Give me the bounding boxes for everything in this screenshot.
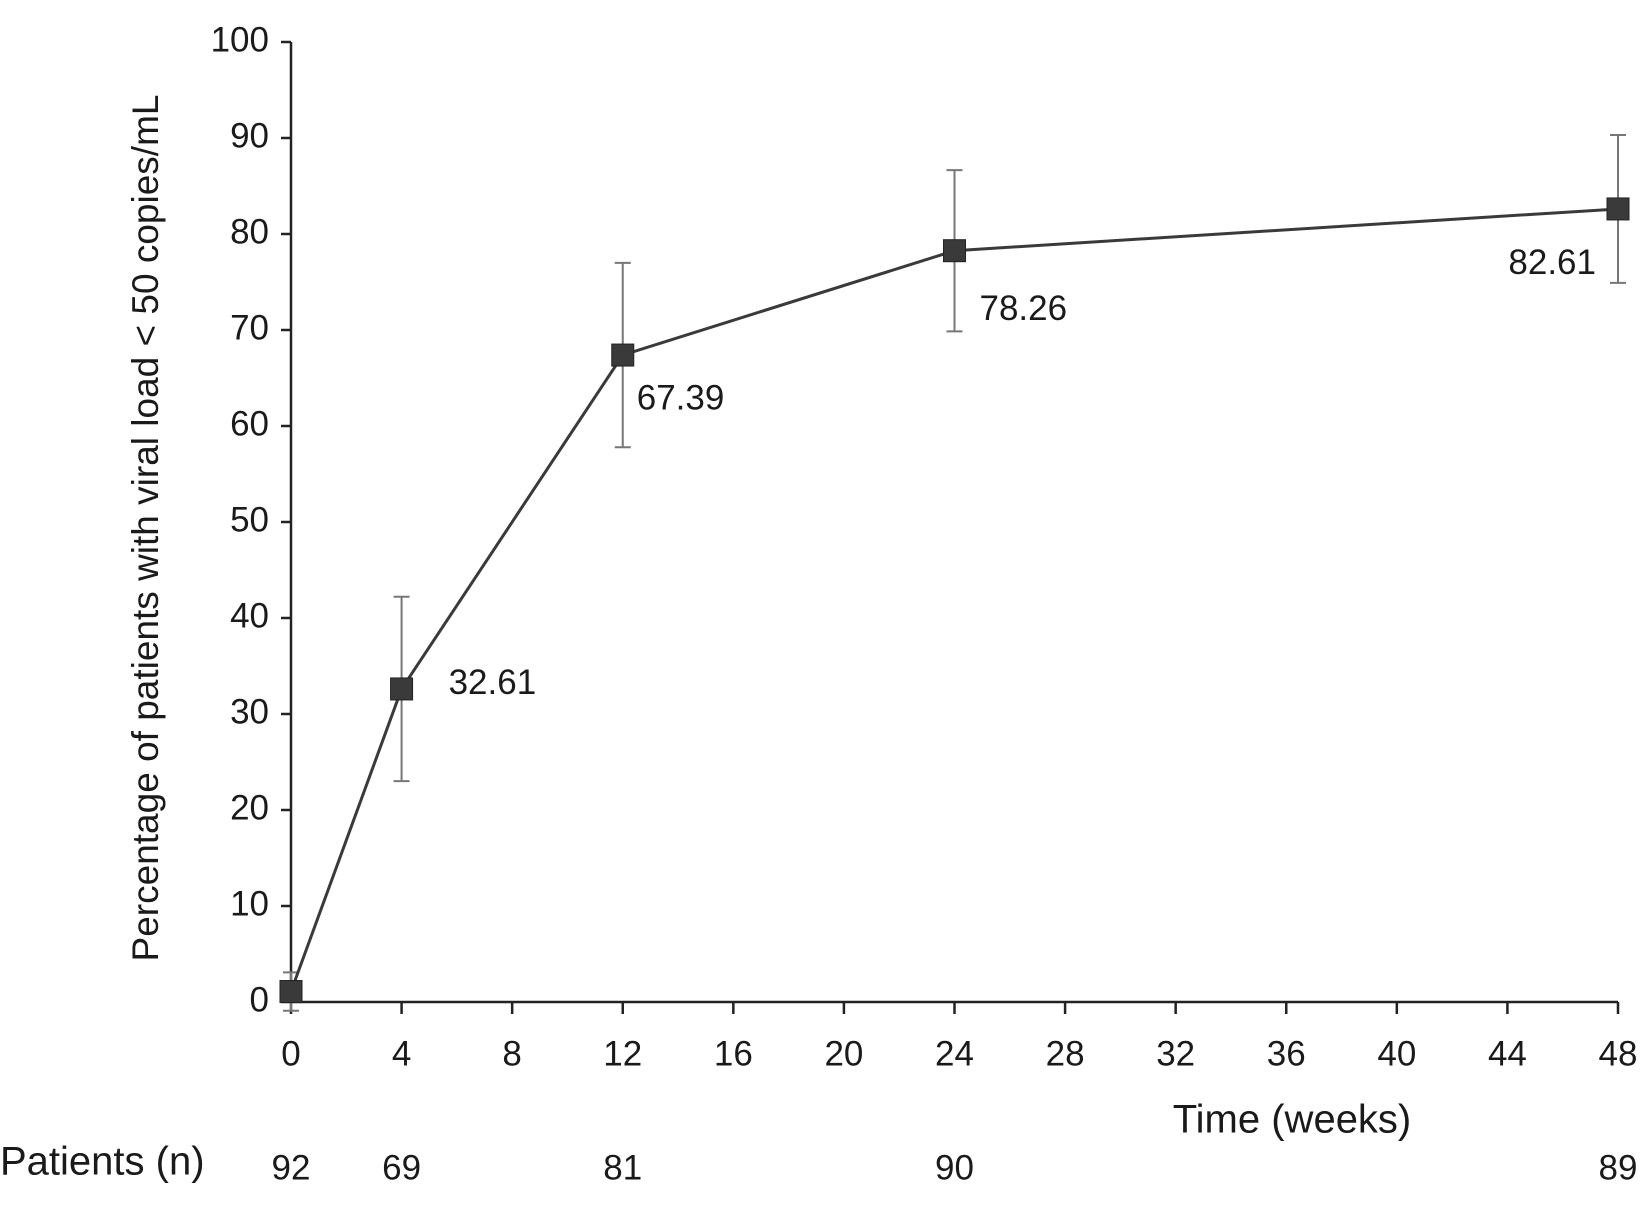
y-tick-label: 0	[250, 980, 269, 1019]
y-tick-label: 90	[230, 116, 269, 155]
x-tick-label: 24	[935, 1034, 974, 1073]
marker	[390, 677, 414, 701]
x-tick-label: 28	[1046, 1034, 1085, 1073]
x-tick-label: 44	[1488, 1034, 1527, 1073]
patients-count: 92	[272, 1148, 311, 1187]
data-label: 78.26	[980, 289, 1068, 328]
x-tick-label: 20	[824, 1034, 863, 1073]
y-tick-label: 40	[230, 596, 269, 635]
x-tick-label: 4	[392, 1034, 411, 1073]
y-tick-label: 50	[230, 500, 269, 539]
x-tick-label: 36	[1267, 1034, 1306, 1073]
patients-count: 89	[1599, 1148, 1638, 1187]
x-tick-label: 0	[281, 1034, 300, 1073]
x-tick-label: 48	[1599, 1034, 1638, 1073]
x-tick-label: 16	[714, 1034, 753, 1073]
patients-count: 69	[382, 1148, 421, 1187]
y-tick-label: 20	[230, 788, 269, 827]
data-label: 82.61	[1508, 243, 1596, 282]
marker	[1606, 197, 1630, 221]
marker	[279, 980, 303, 1004]
x-tick-label: 12	[603, 1034, 642, 1073]
y-tick-label: 80	[230, 212, 269, 251]
y-axis-title: Percentage of patients with viral load <…	[125, 95, 166, 962]
patients-row-label: Patients (n)	[0, 1140, 205, 1184]
y-tick-label: 30	[230, 692, 269, 731]
x-tick-label: 8	[502, 1034, 521, 1073]
marker	[611, 343, 635, 367]
y-tick-label: 100	[211, 20, 269, 59]
y-tick-label: 10	[230, 884, 269, 923]
x-axis-title: Time (weeks)	[1173, 1098, 1412, 1142]
data-label: 67.39	[637, 378, 725, 417]
y-tick-label: 60	[230, 404, 269, 443]
data-label: 32.61	[449, 663, 537, 702]
patients-count: 90	[935, 1148, 974, 1187]
x-tick-label: 40	[1377, 1034, 1416, 1073]
y-tick-label: 70	[230, 308, 269, 347]
marker	[943, 239, 966, 263]
x-tick-label: 32	[1156, 1034, 1195, 1073]
patients-count: 81	[603, 1148, 642, 1187]
